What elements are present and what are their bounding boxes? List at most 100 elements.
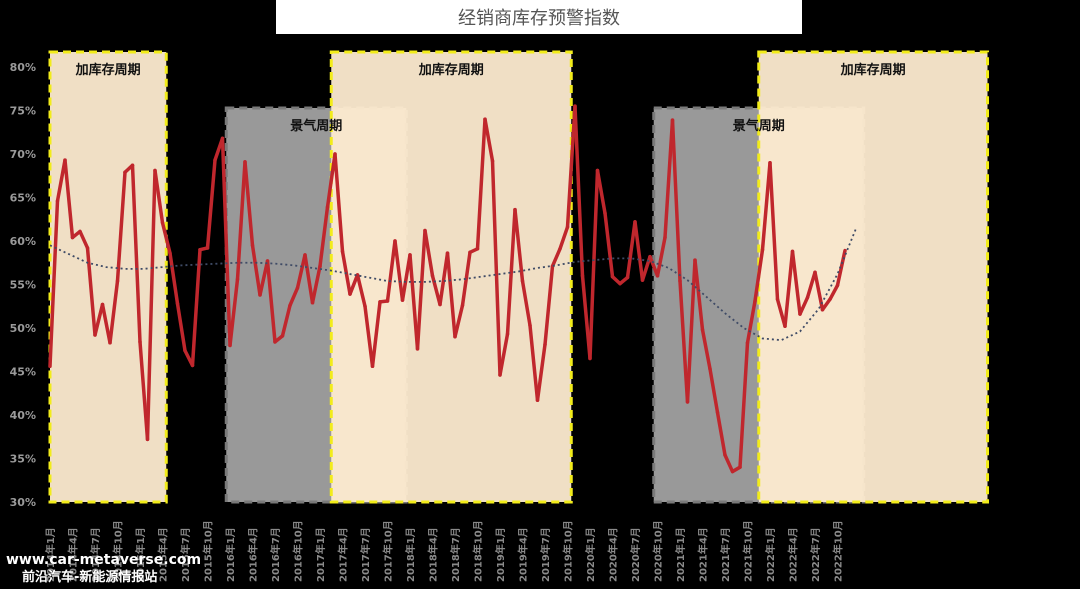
index-data-point	[566, 226, 569, 228]
index-data-point	[446, 252, 449, 254]
index-line-segment	[400, 253, 412, 302]
index-line-segment	[625, 220, 637, 280]
index-line-segment	[723, 453, 735, 474]
index-data-point	[701, 328, 704, 331]
x-tick-label: 2018年7月	[449, 527, 462, 582]
x-tick-label: 2016年7月	[269, 527, 282, 582]
index-data-point	[184, 349, 186, 352]
index-data-point	[596, 169, 599, 172]
index-line-segment	[805, 270, 817, 300]
index-line-segment	[483, 117, 495, 163]
index-data-point	[776, 298, 779, 301]
y-tick-label: 80%	[10, 61, 36, 74]
x-tick-label: 2022年4月	[787, 527, 800, 582]
index-data-point	[574, 105, 576, 107]
index-line-segment	[760, 160, 772, 252]
index-data-point	[769, 161, 771, 164]
index-data-point	[296, 287, 299, 289]
index-line-segment	[355, 273, 367, 308]
index-data-point	[409, 254, 411, 256]
chart-title: 经销商库存预警指数	[458, 8, 620, 29]
index-data-point	[694, 259, 696, 261]
index-data-point	[484, 118, 486, 120]
index-data-point	[844, 249, 846, 252]
index-data-point	[536, 399, 539, 402]
index-line-segment	[498, 332, 510, 377]
x-tick-label: 2017年7月	[359, 527, 372, 582]
index-line-segment	[520, 279, 532, 328]
index-data-point	[724, 454, 726, 456]
cycle-bands	[48, 50, 989, 504]
index-line-segment	[370, 300, 382, 369]
x-tick-label: 2017年10月	[382, 520, 395, 582]
index-line-segment	[175, 301, 187, 353]
index-line-segment	[603, 211, 615, 279]
index-line-segment	[303, 253, 315, 305]
index-data-point	[236, 278, 239, 281]
y-tick-label: 35%	[10, 453, 36, 466]
index-line-segment	[573, 104, 585, 278]
index-data-point	[229, 344, 231, 347]
index-data-point	[86, 247, 89, 249]
index-data-point	[109, 341, 111, 344]
y-tick-label: 45%	[10, 366, 36, 379]
index-data-point	[424, 229, 426, 232]
index-data-point	[379, 301, 381, 303]
index-line-segment	[798, 295, 810, 316]
index-data-point	[206, 247, 209, 249]
index-line-segment	[205, 158, 217, 250]
index-line-segment	[243, 160, 255, 248]
index-line-segment	[258, 259, 270, 297]
x-tick-label: 2018年1月	[404, 527, 417, 582]
x-tick-label: 2021年1月	[674, 527, 687, 582]
index-data-point	[214, 159, 216, 161]
index-line-segment	[108, 279, 120, 345]
inventory-cycle-label-2: 加库存周期	[418, 62, 484, 78]
x-tick-label: 2019年1月	[494, 527, 507, 582]
index-line-segment	[513, 207, 525, 283]
index-line-segment	[423, 228, 435, 278]
trend-line	[49, 227, 858, 342]
index-data-point	[619, 282, 621, 285]
y-tick-label: 30%	[10, 496, 36, 509]
x-tick-label: 2019年10月	[562, 520, 575, 582]
index-data-point	[199, 248, 201, 251]
index-line-segment	[190, 247, 202, 368]
index-line-segment	[505, 207, 517, 336]
index-line-segment	[318, 205, 330, 268]
index-line-segment	[85, 246, 97, 337]
x-tick-label: 2016年4月	[247, 527, 260, 582]
index-line-segment	[265, 259, 277, 344]
chart-title-box: 经销商库存预警指数	[276, 0, 802, 34]
index-line-segment	[738, 341, 750, 469]
index-data-point	[251, 244, 254, 247]
index-data-point	[461, 304, 464, 307]
index-line-segment	[543, 264, 555, 347]
index-data-point	[499, 374, 501, 376]
index-data-point	[634, 221, 636, 223]
x-axis: 2014年1月 2014年4月 2014年7月 2014年10月 2015年1月 2015…	[44, 520, 845, 582]
index-line-segment	[55, 158, 67, 203]
index-line-segment	[633, 220, 645, 282]
x-tick-label: 2015年10月	[202, 520, 215, 582]
index-data-point	[814, 271, 816, 274]
y-tick-label: 55%	[10, 279, 36, 292]
index-data-point	[101, 303, 104, 306]
index-data-point	[356, 274, 359, 276]
index-line-segment	[288, 286, 300, 308]
index-data-point	[274, 341, 276, 343]
index-data-point	[784, 325, 786, 328]
x-tick-label: 2019年7月	[539, 527, 552, 582]
index-data-point	[79, 230, 81, 233]
index-data-point	[476, 248, 479, 250]
x-tick-label: 2014年7月	[89, 527, 102, 582]
x-tick-label: 2021年7月	[719, 527, 732, 582]
index-line-segment	[445, 251, 457, 339]
index-line-segment	[475, 117, 487, 251]
index-data-point	[371, 365, 374, 368]
x-tick-label: 2014年1月	[44, 527, 57, 582]
index-data-point	[139, 341, 141, 343]
index-line-segment	[438, 251, 450, 307]
x-tick-label: 2020年4月	[607, 527, 620, 582]
y-tick-label: 75%	[10, 105, 36, 118]
